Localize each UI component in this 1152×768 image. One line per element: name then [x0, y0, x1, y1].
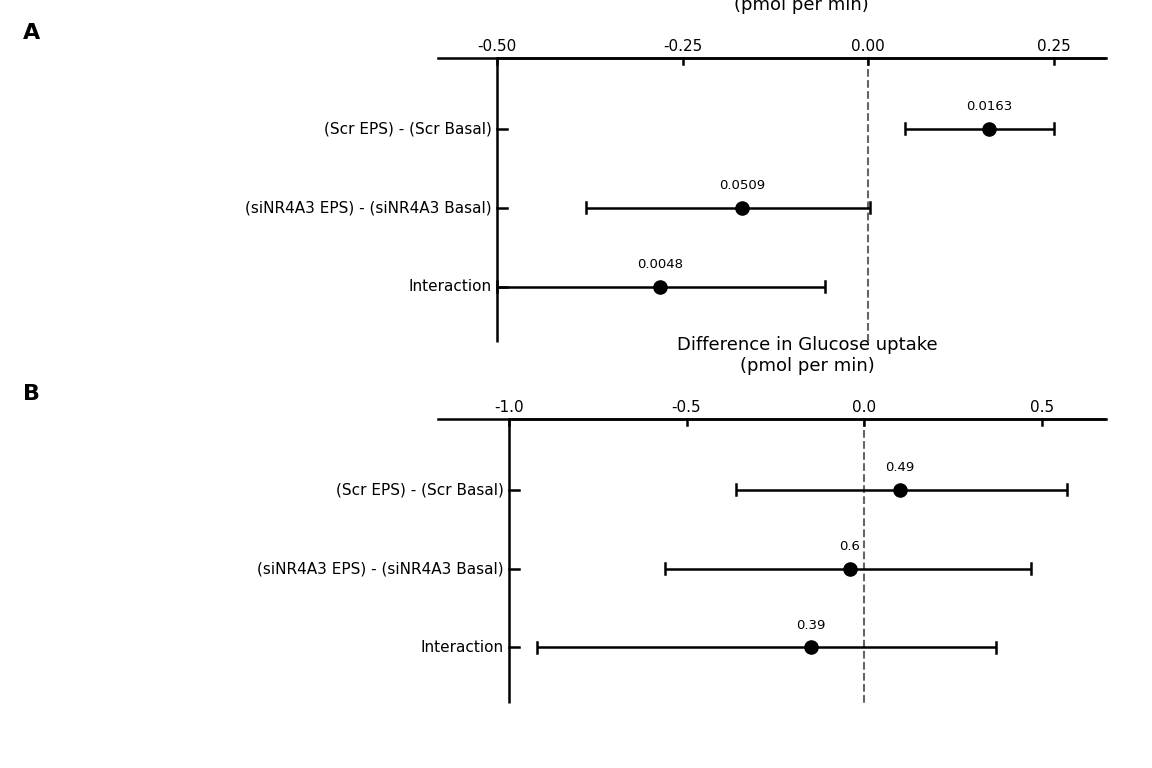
Point: [841, 562, 859, 574]
Text: (siNR4A3 EPS) - (siNR4A3 Basal): (siNR4A3 EPS) - (siNR4A3 Basal): [257, 561, 503, 576]
Text: 0.0163: 0.0163: [967, 100, 1013, 113]
Text: 0.0: 0.0: [852, 399, 877, 415]
Text: 0.5: 0.5: [1030, 399, 1054, 415]
Text: -0.5: -0.5: [672, 399, 702, 415]
Point: [651, 280, 669, 293]
Text: B: B: [23, 384, 40, 404]
Point: [733, 201, 751, 214]
Text: -0.50: -0.50: [478, 38, 517, 54]
Text: (Scr EPS) - (Scr Basal): (Scr EPS) - (Scr Basal): [324, 121, 492, 136]
Text: 0.39: 0.39: [796, 619, 826, 631]
Text: Difference in Glucose uptake
(pmol per min): Difference in Glucose uptake (pmol per m…: [672, 0, 932, 14]
Text: 0.0509: 0.0509: [719, 179, 765, 192]
Text: -1.0: -1.0: [494, 399, 524, 415]
Text: 0.0048: 0.0048: [637, 258, 683, 271]
Text: Difference in Glucose uptake
(pmol per min): Difference in Glucose uptake (pmol per m…: [677, 336, 938, 375]
Point: [890, 484, 909, 496]
Text: Interaction: Interaction: [420, 640, 503, 655]
Text: 0.49: 0.49: [885, 461, 915, 474]
Point: [802, 641, 820, 654]
Text: A: A: [23, 23, 40, 43]
Text: Interaction: Interaction: [409, 279, 492, 294]
Text: 0.00: 0.00: [851, 38, 885, 54]
Text: 0.6: 0.6: [840, 540, 861, 553]
Text: (siNR4A3 EPS) - (siNR4A3 Basal): (siNR4A3 EPS) - (siNR4A3 Basal): [245, 200, 492, 215]
Text: 0.25: 0.25: [1037, 38, 1071, 54]
Point: [980, 122, 999, 134]
Text: (Scr EPS) - (Scr Basal): (Scr EPS) - (Scr Basal): [335, 482, 503, 497]
Text: -0.25: -0.25: [664, 38, 703, 54]
